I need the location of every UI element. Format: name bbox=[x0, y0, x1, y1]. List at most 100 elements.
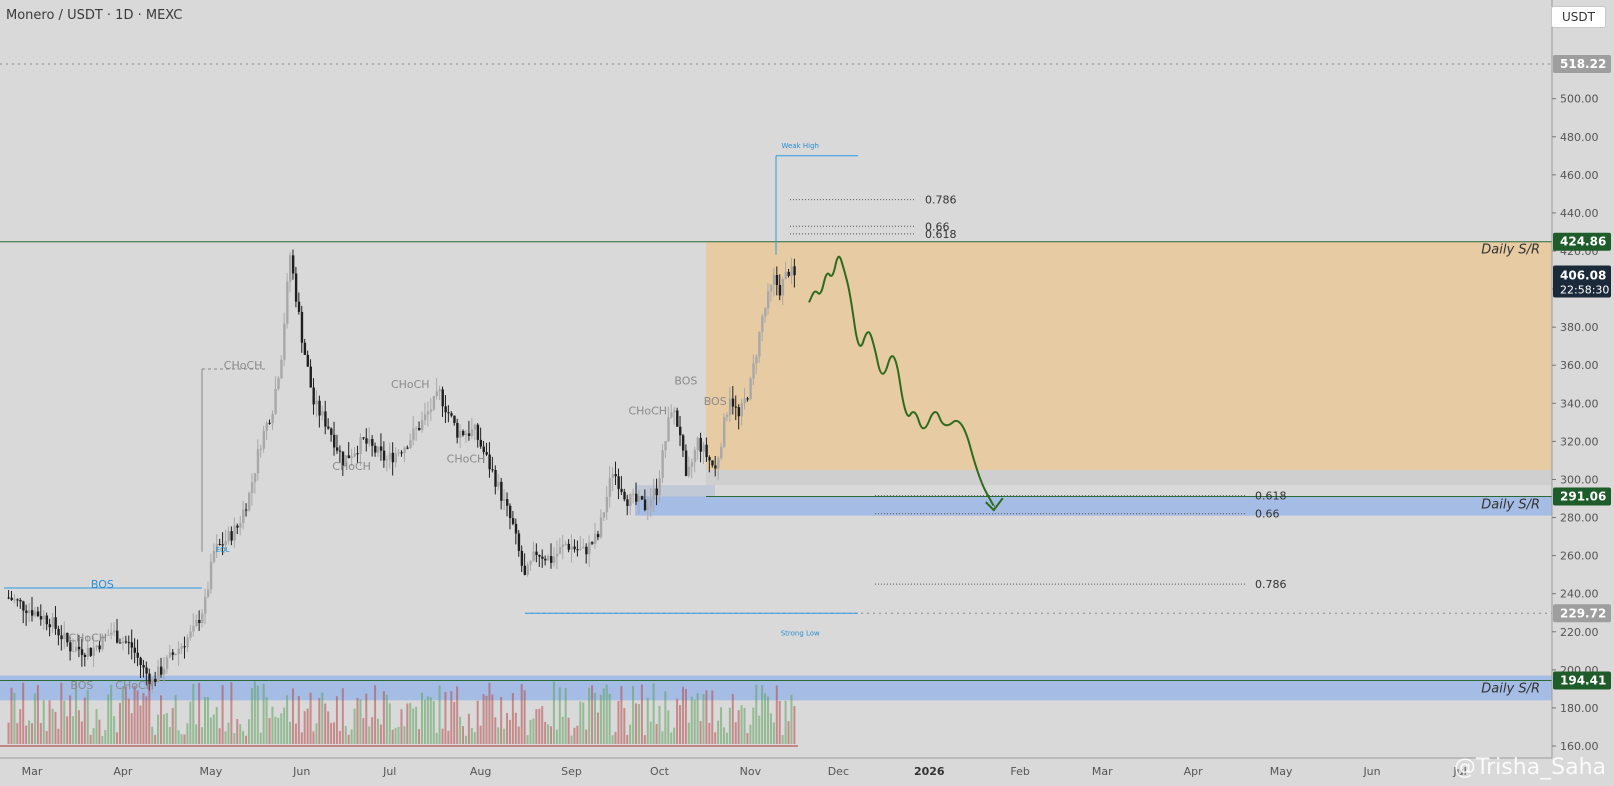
volume-bar bbox=[142, 692, 145, 744]
candle-body bbox=[450, 413, 453, 416]
volume-bar bbox=[567, 717, 570, 744]
candle-body bbox=[702, 444, 705, 452]
candle-body bbox=[371, 439, 374, 446]
time-tick-label: Apr bbox=[1184, 765, 1204, 778]
volume-bar bbox=[602, 688, 605, 744]
volume-bar bbox=[186, 723, 189, 744]
candle-body bbox=[306, 354, 310, 367]
candle-body bbox=[734, 406, 738, 408]
candle-body bbox=[514, 523, 518, 534]
candle-body bbox=[397, 452, 400, 454]
volume-bar bbox=[772, 722, 775, 744]
volume-bar bbox=[350, 729, 353, 744]
volume-bar bbox=[379, 724, 382, 744]
volume-bar bbox=[444, 691, 447, 744]
candle-body bbox=[121, 641, 125, 644]
candle-body bbox=[462, 431, 465, 436]
candle-body bbox=[74, 646, 78, 652]
price-axis bbox=[1552, 0, 1614, 786]
time-tick-label: Jun bbox=[292, 765, 310, 778]
volume-bar bbox=[335, 696, 338, 744]
candle-body bbox=[684, 450, 688, 476]
structure-label: CHoCH bbox=[115, 679, 154, 692]
volume-bar bbox=[39, 723, 42, 744]
candle-body bbox=[570, 546, 573, 550]
candle-body bbox=[22, 601, 25, 611]
chart-title: Monero / USDT · 1D · MEXC bbox=[6, 8, 183, 23]
price-tick-label: 260.00 bbox=[1560, 550, 1599, 563]
volume-bar bbox=[286, 695, 289, 744]
candle-body bbox=[309, 366, 312, 388]
volume-bar bbox=[139, 705, 142, 744]
candle-body bbox=[195, 620, 198, 626]
candle-body bbox=[54, 617, 57, 629]
volume-bar bbox=[649, 721, 652, 744]
candle-body bbox=[107, 634, 110, 636]
volume-bar bbox=[500, 697, 503, 744]
candle-body bbox=[711, 460, 714, 466]
candle-body bbox=[406, 447, 409, 449]
candle-body bbox=[10, 597, 13, 600]
price-tag-label: 518.22 bbox=[1560, 57, 1606, 71]
volume-bar bbox=[406, 703, 409, 744]
candle-body bbox=[532, 551, 535, 561]
volume-bar bbox=[702, 694, 705, 744]
volume-bar bbox=[118, 702, 121, 744]
volume-bar bbox=[453, 701, 456, 744]
candle-body bbox=[356, 453, 359, 455]
candle-body bbox=[245, 509, 248, 511]
candle-body bbox=[412, 428, 415, 441]
price-tag-label: 229.72 bbox=[1560, 606, 1606, 620]
volume-bar bbox=[368, 726, 371, 744]
candle-body bbox=[365, 438, 368, 444]
volume-bar bbox=[110, 684, 113, 744]
volume-bar bbox=[684, 688, 687, 744]
volume-bar bbox=[33, 693, 36, 744]
candle-body bbox=[136, 652, 139, 658]
volume-bar bbox=[605, 684, 608, 744]
candle-body bbox=[230, 531, 233, 541]
structure-label: Weak High bbox=[782, 142, 819, 150]
volume-bar bbox=[429, 697, 432, 744]
volume-bar bbox=[629, 724, 632, 744]
supply-zone bbox=[706, 241, 1552, 470]
volume-bar bbox=[10, 687, 13, 744]
volume-bar bbox=[127, 698, 130, 744]
volume-bar bbox=[764, 693, 767, 744]
candle-body bbox=[242, 509, 245, 523]
candle-body bbox=[755, 356, 758, 364]
candle-body bbox=[262, 430, 266, 449]
candle-body bbox=[92, 647, 95, 656]
volume-bar bbox=[473, 732, 476, 744]
volume-bar bbox=[145, 696, 148, 744]
volume-bar bbox=[420, 692, 423, 744]
candle-body bbox=[640, 496, 644, 500]
volume-bar bbox=[54, 711, 57, 744]
candle-body bbox=[778, 284, 782, 296]
structure-label: CHoCH bbox=[447, 452, 486, 465]
volume-bar bbox=[347, 734, 350, 744]
candle-body bbox=[48, 624, 51, 628]
price-tick-label: 480.00 bbox=[1560, 131, 1599, 144]
volume-bar bbox=[585, 729, 588, 744]
candle-body bbox=[746, 398, 749, 400]
currency-badge[interactable]: USDT bbox=[1551, 6, 1606, 28]
volume-bar bbox=[599, 694, 602, 744]
volume-bar bbox=[558, 687, 561, 744]
time-tick-label: Apr bbox=[113, 765, 133, 778]
volume-bar bbox=[737, 710, 740, 744]
candle-body bbox=[629, 493, 632, 506]
candle-body bbox=[731, 398, 735, 407]
volume-bar bbox=[491, 694, 494, 744]
candle-body bbox=[51, 617, 54, 628]
candle-body bbox=[330, 428, 333, 435]
candle-body bbox=[297, 301, 301, 312]
volume-bar bbox=[775, 685, 778, 744]
candle-body bbox=[485, 452, 488, 455]
candle-body bbox=[687, 466, 691, 476]
candle-body bbox=[561, 544, 565, 548]
candle-body bbox=[236, 525, 239, 528]
candle-body bbox=[374, 445, 377, 453]
structure-label: CHoCH bbox=[68, 631, 107, 644]
